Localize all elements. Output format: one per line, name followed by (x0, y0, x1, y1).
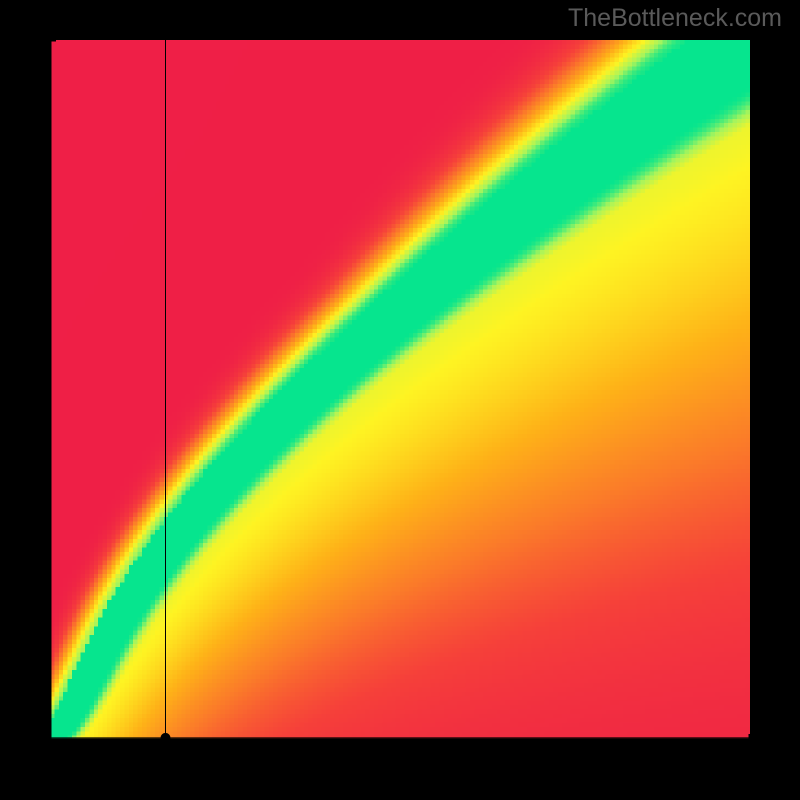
chart-container: TheBottleneck.com (0, 0, 800, 800)
bottleneck-heatmap (50, 40, 750, 740)
watermark-text: TheBottleneck.com (568, 4, 782, 33)
plot-area (50, 40, 750, 740)
